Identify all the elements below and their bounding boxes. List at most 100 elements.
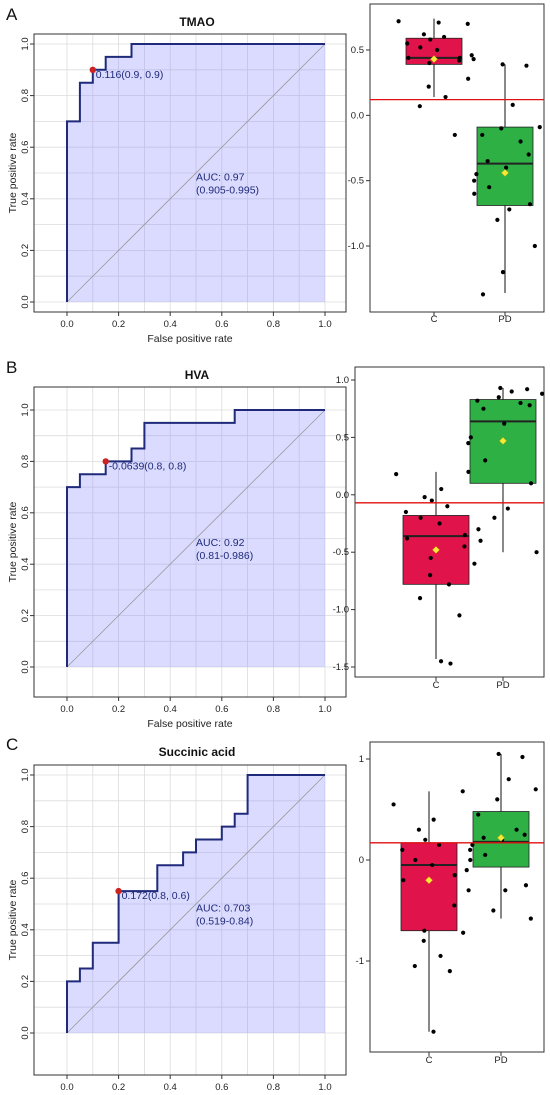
box-plot: 1.0 0.5 0.0 -0.5 -1.0 -1.5 C PD [333, 366, 545, 691]
box-data-point [438, 659, 444, 664]
box-iqr [400, 842, 458, 932]
y-tick-label: 0.0 [20, 1026, 31, 1039]
box-data-point [431, 817, 436, 822]
box-data-point [492, 515, 497, 520]
roc-threshold-label: -0.0639(0.8, 0.8) [109, 460, 187, 472]
box-data-point [533, 787, 538, 792]
box-data-point [475, 398, 480, 403]
roc-y-axis-label: True positive rate [7, 132, 19, 213]
box-data-point [428, 37, 433, 42]
box-category-label: PD [496, 680, 509, 691]
box-data-point [483, 458, 488, 463]
roc-y-axis-label: True positive rate [7, 501, 19, 582]
box-data-point [429, 498, 434, 503]
box-mean-marker [432, 546, 440, 554]
box-data-point [436, 20, 441, 25]
y-tick-label: 0.6 [20, 506, 31, 519]
box-y-tick-label: 0.0 [336, 490, 349, 501]
box-data-point [447, 969, 452, 974]
roc-plot: 0.172(0.8, 0.6) AUC: 0.703(0.519-0.84) 0.0… [7, 745, 347, 1093]
box-data-point [452, 873, 457, 878]
box-y-tick-label: 0.5 [336, 432, 349, 443]
box-data-point [478, 538, 483, 543]
y-tick-label: 1.0 [20, 37, 31, 50]
box-y-tick-label: -1 [356, 956, 364, 967]
box-data-point [500, 270, 506, 275]
box-data-point [499, 126, 504, 131]
x-tick-label: 0.4 [164, 319, 177, 330]
box-data-point [445, 504, 450, 509]
x-tick-label: 0.8 [267, 319, 280, 330]
box-data-point [452, 132, 457, 138]
x-tick-label: 0.8 [267, 704, 280, 715]
box-y-tick-label: 0.0 [351, 110, 364, 121]
roc-title: TMAO [179, 15, 214, 29]
box-data-point [502, 421, 507, 426]
box-data-point [471, 57, 476, 62]
box-data-point [431, 1029, 436, 1034]
box-data-point [428, 555, 433, 561]
box-data-point [418, 515, 423, 520]
y-tick-label: 0.4 [20, 923, 31, 936]
x-tick-label: 0.6 [215, 1082, 228, 1093]
box-y-tick-label: -0.5 [333, 547, 349, 558]
box-data-point [528, 481, 534, 486]
box-data-point [396, 19, 401, 24]
panel-letter: B [6, 358, 17, 377]
box-group-PD: PD [468, 751, 538, 1066]
box-data-point [417, 596, 423, 601]
roc-auc-label: AUC: 0.97 [196, 172, 245, 184]
box-data-point [476, 812, 481, 817]
y-tick-label: 0.8 [20, 820, 31, 833]
x-tick-label: 1.0 [318, 704, 331, 715]
box-category-label: C [433, 680, 440, 691]
box-data-point [527, 202, 533, 207]
box-data-point [418, 45, 423, 50]
roc-auc-label: AUC: 0.703 [196, 903, 250, 915]
roc-curve [66, 774, 325, 1033]
y-tick-label: 0.0 [20, 660, 31, 673]
box-data-point [435, 47, 440, 53]
box-data-point [468, 857, 473, 863]
box-data-point [483, 852, 488, 858]
box-data-point [491, 908, 496, 913]
box-data-point [468, 847, 473, 853]
box-y-tick-label: 0.5 [351, 45, 364, 56]
y-tick-label: 0.6 [20, 141, 31, 154]
box-data-point [537, 124, 542, 130]
box-data-point [496, 751, 501, 757]
y-tick-label: 1.0 [20, 768, 31, 781]
box-data-point [460, 789, 465, 794]
box-data-point [461, 930, 466, 935]
box-data-point [441, 34, 447, 40]
roc-y-axis-label: True positive rate [7, 879, 19, 960]
y-tick-label: 0.8 [20, 89, 31, 102]
roc-plot: 0.116(0.9, 0.9) AUC: 0.97(0.905-0.995) 0.0… [7, 15, 347, 345]
box-data-point [470, 842, 475, 847]
box-data-point [406, 55, 411, 60]
box-data-point [417, 104, 422, 109]
box-data-point [472, 191, 477, 196]
box-data-point [443, 94, 448, 100]
box-data-point [481, 835, 486, 840]
box-data-point [526, 152, 531, 157]
y-tick-label: 0.4 [20, 192, 31, 205]
y-tick-label: 0.2 [20, 609, 31, 622]
box-data-point [528, 916, 533, 921]
box-data-point [448, 661, 453, 666]
box-data-point [472, 561, 477, 566]
roc-diagonal-line [66, 43, 326, 303]
roc-auc-ci-label: (0.81-0.986) [196, 550, 253, 562]
box-data-point [522, 832, 527, 837]
roc-threshold-label: 0.172(0.8, 0.6) [122, 890, 190, 902]
box-group-PD: PD [472, 62, 542, 325]
box-group-C: C [391, 789, 471, 1066]
box-data-point [423, 837, 428, 842]
box-plot: 0.5 0.0 -0.5 -1.0 C PD [348, 3, 545, 325]
box-y-tick-label: -0.5 [348, 176, 364, 187]
box-data-point [426, 84, 431, 89]
box-data-point [476, 527, 481, 532]
box-data-point [405, 41, 410, 46]
panel-letter: C [6, 735, 18, 754]
box-data-point [465, 21, 470, 26]
